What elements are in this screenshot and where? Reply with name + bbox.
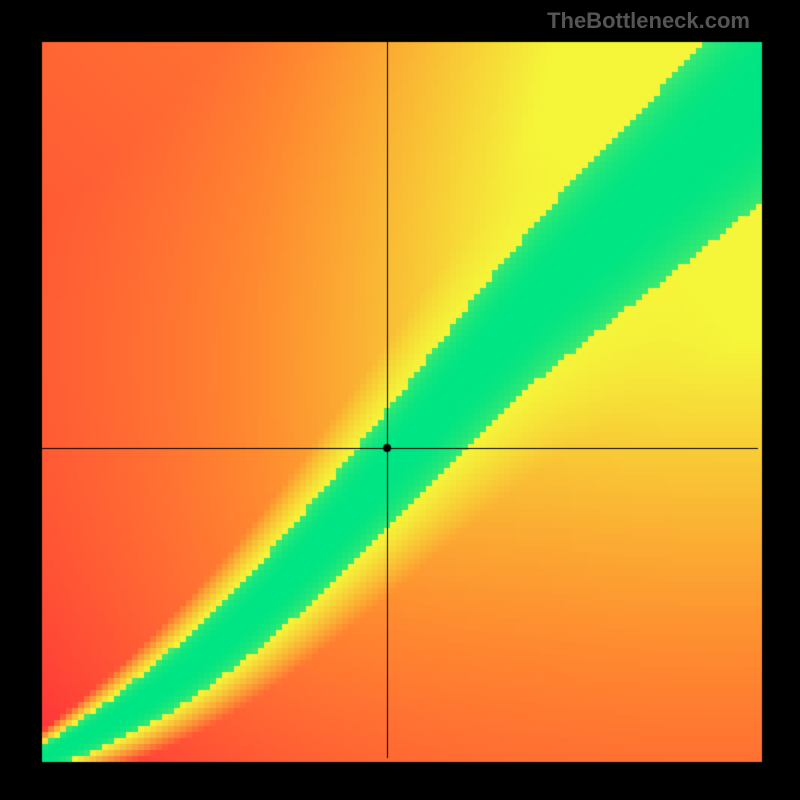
chart-container: TheBottleneck.com	[0, 0, 800, 800]
bottleneck-heatmap	[0, 0, 800, 800]
watermark-text: TheBottleneck.com	[547, 8, 750, 34]
